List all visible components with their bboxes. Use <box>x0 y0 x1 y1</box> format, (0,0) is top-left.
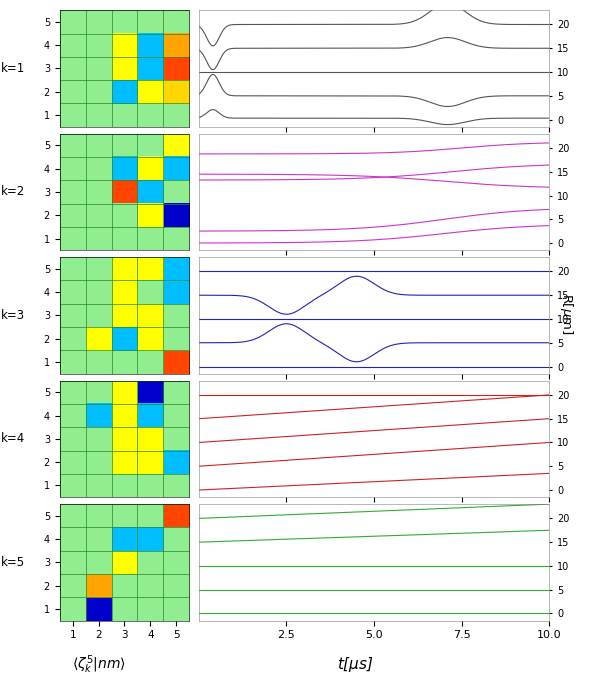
Text: R[$\mu$m]: R[$\mu$m] <box>558 293 575 334</box>
Y-axis label: k=4: k=4 <box>1 432 25 445</box>
Y-axis label: k=1: k=1 <box>1 62 25 75</box>
Y-axis label: k=2: k=2 <box>1 186 25 198</box>
Text: $\langle\zeta_k^5|nm\rangle$: $\langle\zeta_k^5|nm\rangle$ <box>72 653 125 677</box>
Text: t[$\mu$s]: t[$\mu$s] <box>337 655 374 674</box>
Y-axis label: k=5: k=5 <box>1 556 25 569</box>
Y-axis label: k=3: k=3 <box>1 309 25 322</box>
